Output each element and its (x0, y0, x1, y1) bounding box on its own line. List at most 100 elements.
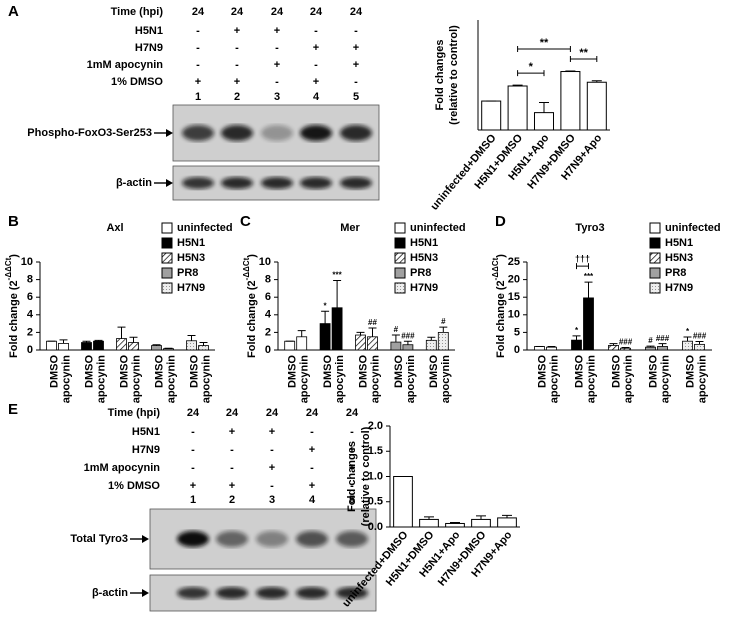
x-tick-label: apocynin (548, 355, 560, 404)
y-axis-label: (relative to control) (360, 426, 372, 526)
significance-label: * (575, 326, 579, 335)
x-tick-label: DMSO (287, 355, 299, 388)
x-tick-label: apocynin (622, 355, 634, 404)
bar (571, 339, 582, 351)
condition-cell: - (191, 426, 195, 438)
panel-label: B (8, 213, 19, 230)
blot-band (177, 587, 209, 599)
blot-band (300, 177, 332, 189)
condition-cell: - (270, 480, 274, 492)
error-bar (356, 331, 365, 336)
y-tick-label: 0 (27, 344, 33, 356)
lane-number: 4 (313, 91, 320, 103)
error-bar (658, 343, 667, 347)
band-label: Total Tyro3 (70, 533, 128, 545)
condition-label: 1% DMSO (111, 76, 163, 88)
error-bar (117, 326, 126, 339)
bar (81, 342, 92, 351)
bar (445, 522, 465, 528)
legend-label: uninfected (665, 222, 721, 234)
legend-swatch (394, 237, 406, 249)
condition-cell: + (313, 42, 319, 54)
condition-cell: - (230, 444, 234, 456)
panel-label: D (495, 213, 506, 230)
band-arrowhead (142, 589, 149, 597)
legend-swatch (649, 267, 661, 279)
bar (682, 340, 693, 351)
legend-swatch (394, 222, 406, 234)
band-arrowhead (142, 535, 149, 543)
bar (481, 100, 502, 131)
blot-band (216, 587, 248, 599)
condition-cell: - (275, 76, 279, 88)
y-tick-label: 10 (21, 256, 33, 268)
error-bar (59, 339, 68, 344)
chart-title: Tyro3 (575, 222, 604, 234)
legend-label: H7N9 (665, 282, 693, 294)
x-tick-label: apocynin (95, 355, 107, 404)
error-bar (450, 521, 460, 524)
x-tick-label: DMSO (357, 355, 369, 388)
legend-label: uninfected (410, 222, 466, 234)
bar (355, 334, 366, 351)
condition-cell: 24 (271, 6, 284, 18)
bar (402, 344, 414, 351)
legend-swatch (649, 282, 661, 294)
legend-swatch (161, 222, 173, 234)
bar (608, 345, 619, 351)
x-tick-label: DMSO (48, 355, 60, 388)
x-tick-label: DMSO (428, 355, 440, 388)
significance-label: ## (368, 318, 377, 327)
condition-cell: + (274, 59, 280, 71)
error-bar (539, 102, 549, 113)
condition-cell: - (191, 444, 195, 456)
y-tick-label: 0.5 (368, 496, 383, 508)
condition-cell: + (269, 462, 275, 474)
significance-label: * (686, 327, 690, 336)
y-tick-label: 2 (27, 326, 33, 338)
error-bar (333, 279, 342, 308)
error-bar (591, 80, 602, 83)
error-bar (476, 515, 486, 520)
blot-band (216, 531, 248, 547)
bar (437, 331, 449, 351)
legend-swatch (161, 267, 173, 279)
condition-cell: - (230, 462, 234, 474)
significance-label: ### (619, 338, 633, 347)
legend-swatch (161, 237, 173, 249)
bar (586, 81, 607, 131)
band-arrowhead (166, 129, 173, 137)
condition-cell: - (310, 462, 314, 474)
x-tick-label: apocynin (405, 355, 417, 404)
legend-label: H5N3 (665, 252, 693, 264)
condition-cell: 24 (306, 407, 319, 419)
condition-cell: + (309, 480, 315, 492)
y-axis-label-superscript: -ΔΔCt (4, 257, 13, 280)
x-tick-label: DMSO (118, 355, 130, 388)
significance-label: * (529, 61, 534, 73)
significance-bracket (576, 263, 589, 270)
condition-cell: - (196, 42, 200, 54)
band-label: β-actin (116, 177, 152, 189)
x-tick-label: apocynin (299, 355, 311, 404)
error-bar (683, 336, 692, 342)
error-bar (94, 339, 103, 342)
blot-band (182, 177, 214, 189)
blot-band (261, 177, 293, 189)
x-tick-label: DMSO (647, 355, 659, 388)
lane-number: 3 (269, 494, 275, 506)
panel-label: A (8, 3, 19, 20)
significance-label: # (648, 336, 653, 345)
y-axis-label: Fold change (2-ΔΔCt) (4, 254, 20, 358)
band-label: Phospho-FoxO3-Ser253 (27, 127, 152, 139)
condition-cell: 24 (187, 407, 200, 419)
band-arrowhead (166, 179, 173, 187)
bar (620, 347, 631, 351)
significance-label: # (394, 325, 399, 334)
condition-cell: + (190, 480, 196, 492)
blot-band (340, 125, 372, 141)
y-axis-label-part: Fold change (2 (495, 280, 507, 358)
blot-band (256, 587, 288, 599)
blot-band (221, 125, 253, 141)
bar (534, 346, 545, 351)
